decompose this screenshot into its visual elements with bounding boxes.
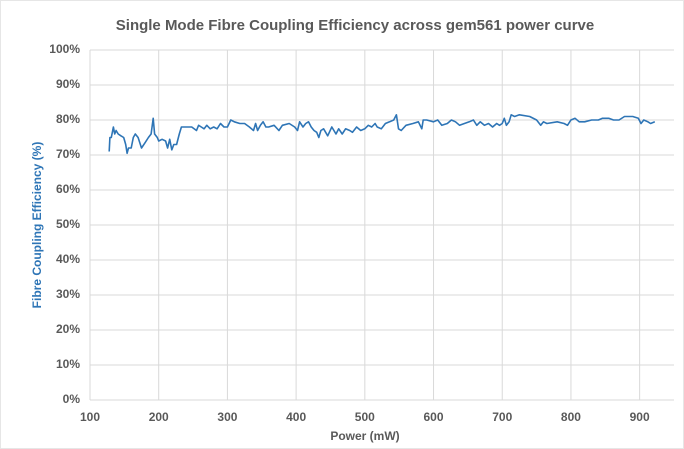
- y-tick-label: 0%: [63, 392, 81, 406]
- chart-title: Single Mode Fibre Coupling Efficiency ac…: [116, 17, 594, 34]
- y-tick-label: 40%: [56, 252, 80, 266]
- x-axis-label: Power (mW): [330, 429, 399, 443]
- x-tick-label: 900: [630, 410, 650, 424]
- x-tick-label: 100: [80, 410, 100, 424]
- x-tick-label: 300: [217, 410, 237, 424]
- y-tick-label: 70%: [56, 147, 80, 161]
- y-tick-label: 90%: [56, 77, 80, 91]
- y-tick-label: 30%: [56, 287, 80, 301]
- y-tick-label: 100%: [49, 42, 80, 56]
- x-tick-label: 600: [424, 410, 444, 424]
- y-tick-label: 10%: [56, 357, 80, 371]
- y-tick-label: 20%: [56, 322, 80, 336]
- y-tick-label: 60%: [56, 182, 80, 196]
- x-tick-label: 200: [149, 410, 169, 424]
- x-tick-label: 500: [355, 410, 375, 424]
- x-tick-label: 800: [561, 410, 581, 424]
- y-tick-label: 80%: [56, 112, 80, 126]
- y-axis-label: Fibre Coupling Efficiency (%): [30, 142, 44, 309]
- x-tick-label: 400: [286, 410, 306, 424]
- data-line: [108, 114, 656, 155]
- x-tick-label: 700: [492, 410, 512, 424]
- y-tick-label: 50%: [56, 217, 80, 231]
